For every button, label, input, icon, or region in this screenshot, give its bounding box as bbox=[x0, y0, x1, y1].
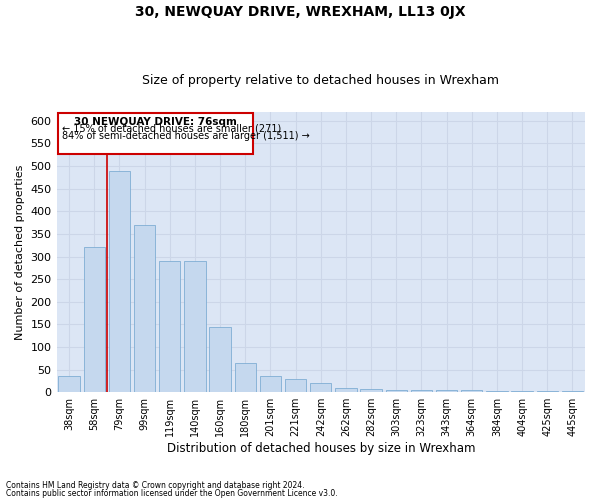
Bar bbox=[235, 363, 256, 392]
Bar bbox=[436, 390, 457, 392]
Text: 84% of semi-detached houses are larger (1,511) →: 84% of semi-detached houses are larger (… bbox=[62, 131, 310, 141]
Bar bbox=[109, 170, 130, 392]
Text: Contains HM Land Registry data © Crown copyright and database right 2024.: Contains HM Land Registry data © Crown c… bbox=[6, 481, 305, 490]
Bar bbox=[260, 376, 281, 392]
Bar bbox=[83, 248, 105, 392]
Bar bbox=[159, 261, 181, 392]
Bar bbox=[461, 390, 482, 392]
Bar bbox=[310, 383, 331, 392]
Bar bbox=[411, 390, 432, 392]
Bar bbox=[58, 376, 80, 392]
FancyBboxPatch shape bbox=[58, 113, 253, 154]
Text: 30, NEWQUAY DRIVE, WREXHAM, LL13 0JX: 30, NEWQUAY DRIVE, WREXHAM, LL13 0JX bbox=[134, 5, 466, 19]
Title: Size of property relative to detached houses in Wrexham: Size of property relative to detached ho… bbox=[142, 74, 499, 87]
Bar bbox=[134, 225, 155, 392]
Bar bbox=[285, 378, 307, 392]
Text: ← 15% of detached houses are smaller (271): ← 15% of detached houses are smaller (27… bbox=[62, 124, 281, 134]
Y-axis label: Number of detached properties: Number of detached properties bbox=[15, 164, 25, 340]
Bar bbox=[386, 390, 407, 392]
Text: Contains public sector information licensed under the Open Government Licence v3: Contains public sector information licen… bbox=[6, 488, 338, 498]
Bar bbox=[335, 388, 356, 392]
Bar bbox=[361, 388, 382, 392]
X-axis label: Distribution of detached houses by size in Wrexham: Distribution of detached houses by size … bbox=[167, 442, 475, 455]
Bar bbox=[184, 261, 206, 392]
Bar bbox=[209, 326, 231, 392]
Text: 30 NEWQUAY DRIVE: 76sqm: 30 NEWQUAY DRIVE: 76sqm bbox=[74, 117, 237, 127]
